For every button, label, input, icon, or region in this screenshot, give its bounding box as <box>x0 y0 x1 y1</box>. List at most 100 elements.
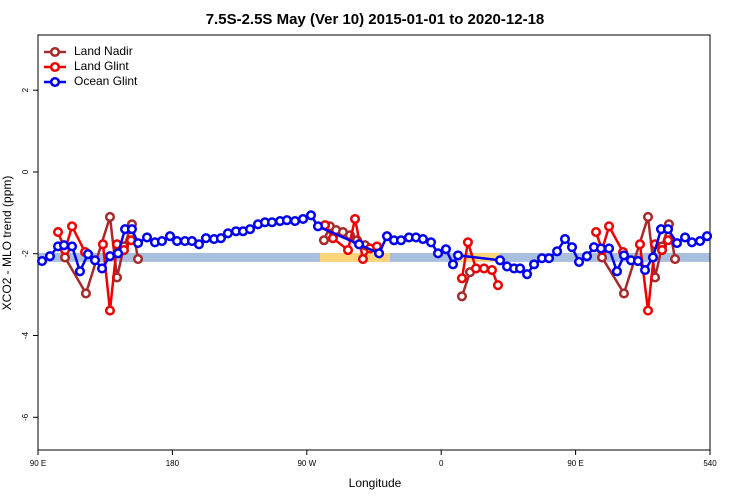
point <box>647 252 659 263</box>
legend-label: Land Glint <box>74 59 129 73</box>
point <box>97 239 109 250</box>
point <box>604 243 615 254</box>
legend-marker <box>49 76 61 88</box>
point <box>141 232 153 243</box>
point <box>349 213 361 225</box>
point <box>440 244 452 255</box>
x-tick-label: 180 <box>166 459 180 468</box>
y-tick-label: 2 <box>21 87 30 92</box>
point <box>456 273 468 284</box>
point <box>395 235 407 246</box>
band <box>319 252 390 262</box>
point <box>104 305 116 316</box>
y-tick-label: 0 <box>21 169 30 174</box>
point <box>66 241 78 252</box>
point <box>266 217 278 228</box>
plot-frame <box>37 34 711 451</box>
point <box>222 228 234 239</box>
point <box>58 240 70 251</box>
point <box>327 233 338 244</box>
point <box>662 224 674 235</box>
point <box>479 263 490 274</box>
point <box>89 255 101 266</box>
point <box>44 251 55 262</box>
point <box>662 235 674 246</box>
point <box>74 266 86 277</box>
point <box>492 280 503 291</box>
point <box>156 236 167 247</box>
point <box>52 227 64 238</box>
x-tick-label: 540 <box>703 459 717 468</box>
point <box>701 231 713 242</box>
y-tick-label: -6 <box>21 413 30 421</box>
point <box>193 239 205 250</box>
point <box>200 233 212 244</box>
point <box>164 231 176 242</box>
point <box>66 221 78 232</box>
point <box>670 254 681 265</box>
x-tick-label: 0 <box>439 459 444 468</box>
x-axis-label: Longitude <box>349 476 402 490</box>
point <box>357 254 368 265</box>
point <box>462 237 473 248</box>
point <box>312 221 324 232</box>
x-tick-label: 90 W <box>297 459 316 468</box>
point <box>342 245 354 256</box>
point <box>618 250 630 261</box>
point <box>566 242 578 253</box>
point <box>289 215 301 227</box>
point <box>245 224 256 235</box>
point <box>686 237 697 248</box>
point <box>581 251 592 262</box>
point <box>486 265 498 276</box>
point <box>604 221 615 232</box>
point <box>611 266 623 277</box>
point <box>522 269 533 280</box>
legend-marker <box>49 46 61 58</box>
point <box>657 245 668 256</box>
point <box>215 233 226 244</box>
point <box>298 213 309 225</box>
point <box>642 305 654 316</box>
point <box>634 239 646 250</box>
point <box>642 211 654 222</box>
y-tick-label: -2 <box>21 250 30 258</box>
point <box>453 250 464 261</box>
point <box>456 291 468 302</box>
point <box>281 215 292 226</box>
legend-label: Ocean Glint <box>74 74 138 88</box>
point <box>591 227 602 238</box>
point <box>514 263 526 274</box>
point <box>354 239 365 250</box>
point <box>104 251 116 262</box>
point <box>573 256 585 267</box>
point <box>171 236 183 247</box>
point <box>552 246 563 257</box>
point <box>639 265 651 276</box>
y-axis-label: XCO2 - MLO trend (ppm) <box>0 176 14 311</box>
point <box>559 233 571 245</box>
point <box>133 254 144 265</box>
point <box>374 248 385 259</box>
point <box>80 288 91 299</box>
point <box>632 256 644 267</box>
point <box>447 259 459 270</box>
point <box>104 211 116 222</box>
point <box>381 231 393 242</box>
point <box>595 243 607 254</box>
point <box>494 255 506 266</box>
point <box>671 238 683 249</box>
x-tick-label: 90 E <box>30 459 46 468</box>
point <box>318 235 330 246</box>
point <box>543 253 555 264</box>
point <box>417 233 429 245</box>
x-tick-label: 90 E <box>567 459 583 468</box>
point <box>126 224 137 235</box>
point <box>680 232 691 243</box>
point <box>36 256 48 267</box>
point <box>694 236 706 247</box>
point <box>82 249 94 260</box>
point <box>425 237 437 248</box>
legend-label: Land Nadir <box>74 44 133 58</box>
